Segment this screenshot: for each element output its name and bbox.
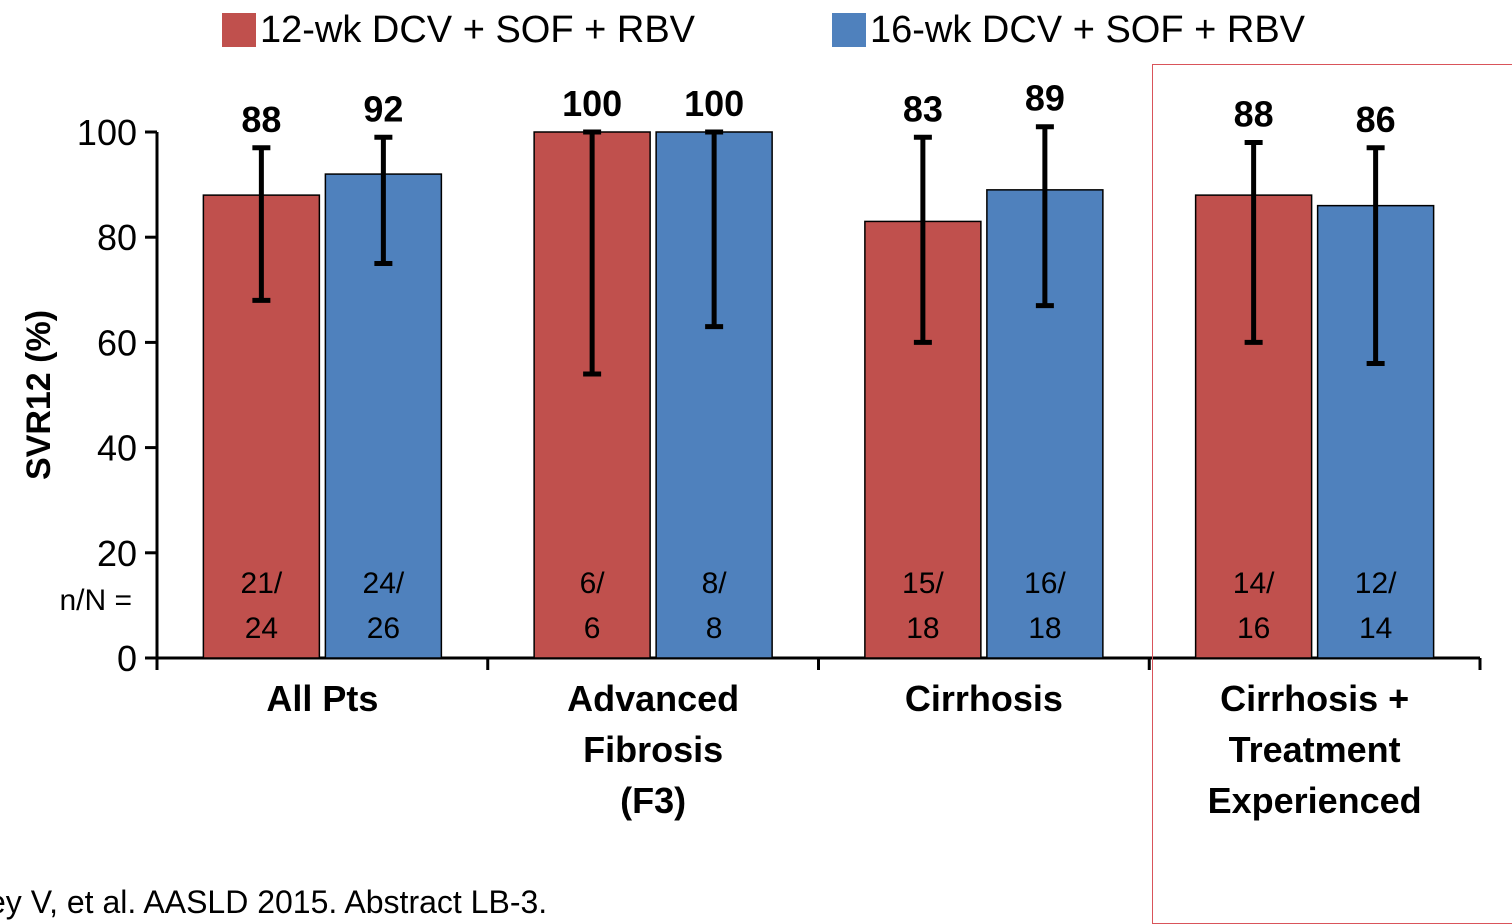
n-count-bottom: 26: [367, 612, 400, 645]
n-count-bottom: 18: [1028, 612, 1061, 645]
y-tick-label: 20: [97, 533, 137, 574]
legend-swatch-red: [222, 13, 256, 47]
y-tick-label: 80: [97, 217, 137, 258]
x-category-label: Cirrhosis: [905, 678, 1063, 719]
n-count-bottom: 16: [1237, 612, 1270, 645]
legend-item-16wk: 16-wk DCV + SOF + RBV: [832, 8, 1306, 51]
data-label: 88: [241, 99, 281, 140]
n-count-top: 14/: [1233, 567, 1275, 600]
x-category-label: Treatment: [1229, 729, 1401, 770]
n-count-bottom: 14: [1359, 612, 1392, 645]
bar: [1194, 194, 1313, 659]
legend-swatch-blue: [832, 13, 866, 47]
data-label: 88: [1234, 94, 1274, 135]
legend-label-16wk: 16-wk DCV + SOF + RBV: [870, 8, 1306, 51]
legend-label-12wk: 12-wk DCV + SOF + RBV: [260, 8, 696, 51]
y-tick-label: 0: [117, 638, 137, 679]
x-category-label: (F3): [620, 780, 686, 821]
n-count-bottom: 6: [584, 612, 601, 645]
x-category-label: Cirrhosis +: [1220, 678, 1409, 719]
n-count-top: 6/: [580, 567, 606, 600]
n-count-top: 16/: [1024, 567, 1066, 600]
data-label: 83: [903, 88, 943, 129]
n-count-top: 24/: [363, 567, 405, 600]
source-citation: ey V, et al. AASLD 2015. Abstract LB-3.: [0, 884, 548, 920]
n-count-top: 8/: [702, 567, 728, 600]
n-label: n/N =: [59, 584, 132, 617]
y-tick-label: 60: [97, 322, 137, 363]
data-label: 100: [684, 83, 744, 124]
y-tick-label: 40: [97, 428, 137, 469]
legend-item-12wk: 12-wk DCV + SOF + RBV: [222, 8, 696, 51]
n-count-bottom: 8: [706, 612, 723, 645]
n-count-bottom: 18: [906, 612, 939, 645]
n-count-top: 15/: [902, 567, 944, 600]
data-label: 89: [1025, 78, 1065, 119]
highlight-box: [1152, 64, 1512, 924]
x-category-label: Experienced: [1208, 780, 1422, 821]
bar-chart: 0 20 40 60 80 100 SVR12 (%) n/N = 88 21/24 92 24/26…: [20, 78, 1482, 821]
n-count-top: 21/: [241, 567, 283, 600]
y-axis-label: SVR12 (%): [20, 310, 58, 480]
data-label: 92: [363, 88, 403, 129]
n-count-top: 12/: [1355, 567, 1397, 600]
x-category-label: Advanced: [567, 678, 739, 719]
x-category-label: Fibrosis: [583, 729, 723, 770]
y-tick-label: 100: [77, 112, 137, 153]
x-category-label: All Pts: [266, 678, 378, 719]
data-label: 86: [1356, 99, 1396, 140]
data-label: 100: [562, 83, 622, 124]
n-count-bottom: 24: [245, 612, 278, 645]
